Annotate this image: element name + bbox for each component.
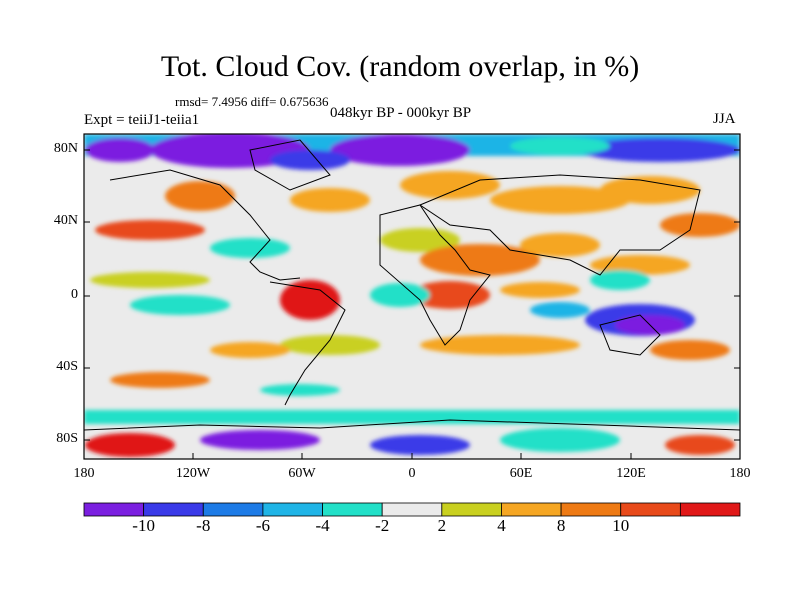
lat-label-eq: 0 bbox=[71, 287, 78, 302]
colorbar-label: -2 bbox=[375, 516, 390, 535]
lon-label-60w: 60W bbox=[288, 466, 316, 481]
colorbar-swatch bbox=[322, 502, 383, 517]
map-frame bbox=[83, 133, 741, 460]
lon-label-60e: 60E bbox=[509, 466, 533, 481]
period-label: 048kyr BP - 000kyr BP bbox=[330, 105, 472, 121]
coastlines bbox=[84, 139, 740, 431]
colorbar-swatch bbox=[620, 502, 681, 517]
colorbar-swatch bbox=[83, 502, 145, 517]
colorbar-swatch bbox=[262, 502, 323, 517]
experiment-label: Expt = teiiJ1-teiia1 bbox=[84, 112, 200, 128]
lon-label-0: 0 bbox=[408, 466, 416, 481]
colorbar-label: -8 bbox=[196, 516, 211, 535]
map-title: Tot. Cloud Cov. (random overlap, in %) bbox=[160, 50, 640, 83]
colorbar-label: 4 bbox=[497, 516, 506, 535]
lat-label-80s: 80S bbox=[56, 431, 78, 446]
season-label: JJA bbox=[713, 111, 736, 127]
lat-label-80n: 80N bbox=[53, 141, 78, 156]
lon-label-120w: 120W bbox=[175, 466, 211, 481]
map-field bbox=[84, 134, 740, 459]
colorbar-swatch bbox=[501, 502, 562, 517]
colorbar bbox=[83, 502, 741, 517]
lon-label-180e: 180 bbox=[729, 466, 751, 481]
colorbar-label: -6 bbox=[255, 516, 270, 535]
colorbar-label: 2 bbox=[437, 516, 447, 535]
colorbar-label: 8 bbox=[556, 516, 566, 535]
colorbar-swatch bbox=[143, 502, 204, 517]
stats-text: rmsd= 7.4956 diff= 0.675636 bbox=[175, 94, 329, 109]
lon-label-120e: 120E bbox=[616, 466, 646, 481]
colorbar-swatch bbox=[679, 502, 741, 517]
colorbar-swatch bbox=[202, 502, 264, 517]
lat-label-40s: 40S bbox=[56, 359, 78, 374]
colorbar-swatch bbox=[560, 502, 622, 517]
colorbar-label: -10 bbox=[132, 516, 155, 535]
colorbar-label: -4 bbox=[315, 516, 330, 535]
axis-ticks bbox=[84, 149, 740, 459]
lon-label-180w: 180 bbox=[73, 466, 95, 481]
lat-label-40n: 40N bbox=[53, 213, 78, 228]
colorbar-swatch bbox=[441, 502, 502, 517]
colorbar-swatch bbox=[381, 502, 443, 517]
colorbar-label: 10 bbox=[612, 516, 630, 535]
